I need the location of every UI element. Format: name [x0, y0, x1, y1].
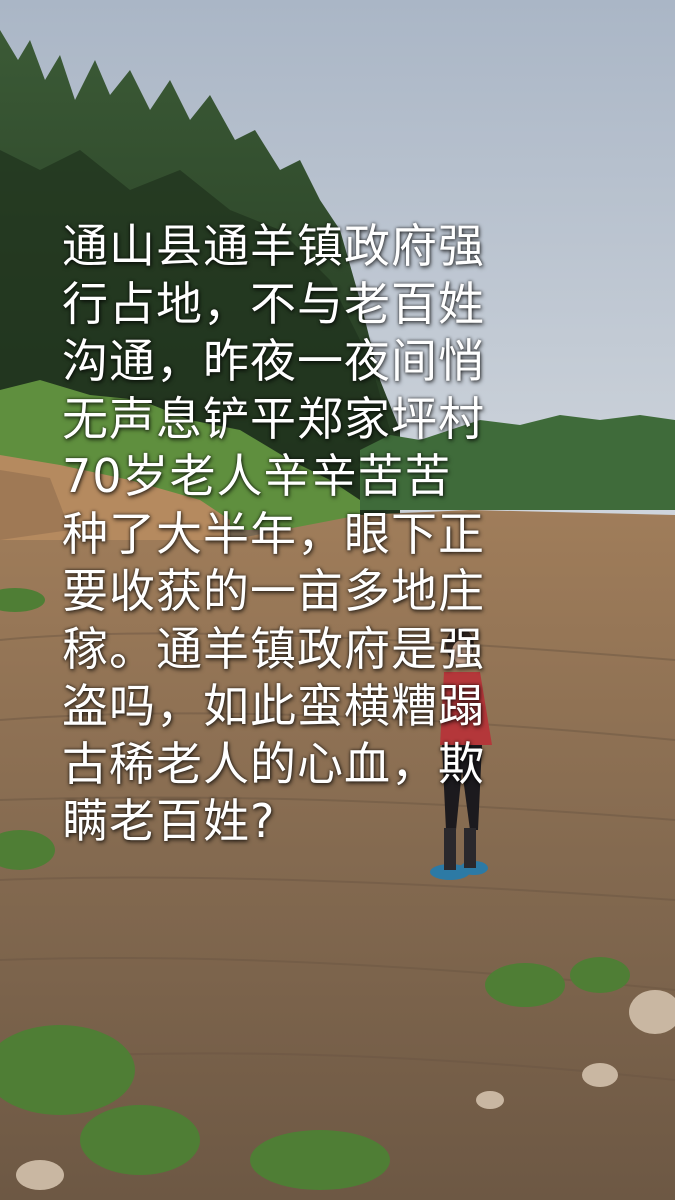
elderly-person-figure: [430, 628, 492, 880]
distant-treeline: [360, 415, 675, 510]
rocks: [16, 990, 675, 1190]
caption-line: 通山县通羊镇政府强: [62, 219, 485, 273]
bare-soil-field: [0, 510, 675, 1200]
caption-line: 古稀老人的心血，欺: [62, 736, 485, 791]
caption-line: 无声息铲平郑家坪村: [62, 391, 485, 446]
caption-line: 种了大半年，眼下正: [62, 506, 485, 561]
caption-text-block: 通山县通羊镇政府强 行占地，不与老百姓 沟通，昨夜一夜间悄 无声息铲平郑家坪村 …: [62, 218, 582, 851]
caption-line: 稼。通羊镇政府是强: [62, 621, 485, 676]
caption-line: 要收获的一亩多地庄: [62, 564, 485, 618]
earth-bank-shadow: [0, 470, 70, 540]
caption-line: 行占地，不与老百姓: [62, 276, 485, 331]
earth-bank: [0, 455, 230, 560]
foreground-weeds: [0, 588, 630, 1190]
caption-line: 盗吗，如此蛮横糟蹋: [62, 679, 485, 733]
caption-line: 沟通，昨夜一夜间悄: [62, 334, 485, 388]
caption-line: 70岁老人辛辛苦苦: [62, 449, 452, 503]
caption-line: 瞒老百姓?: [62, 794, 276, 848]
